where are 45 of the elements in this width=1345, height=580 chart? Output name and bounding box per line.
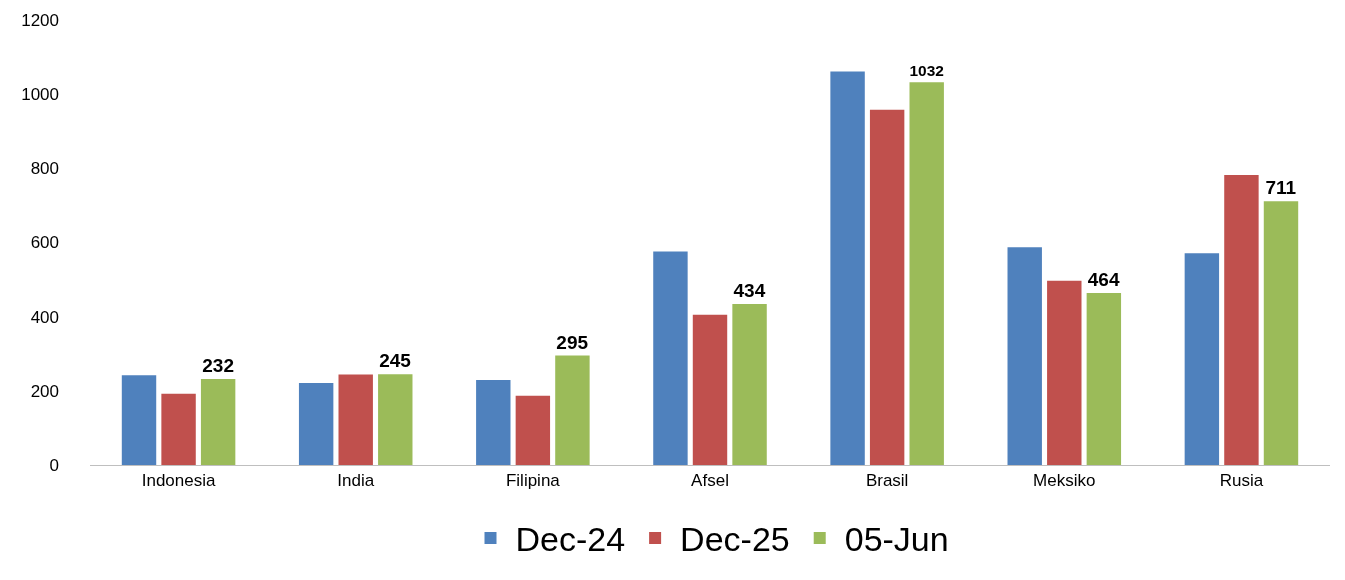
y-tick-label: 200 (30, 381, 59, 401)
bar (298, 383, 334, 465)
x-tick-label: Meksiko (1033, 471, 1096, 491)
bar (161, 393, 196, 465)
x-tick-label: Rusia (1219, 471, 1264, 491)
legend-label: 05-Jun (844, 520, 949, 559)
bar (555, 355, 590, 465)
bar (338, 374, 373, 465)
bar (1086, 292, 1122, 465)
bar (378, 374, 413, 465)
y-tick-label: 400 (30, 307, 59, 327)
x-tick-label: Indonesia (141, 471, 216, 491)
y-tick-label: 0 (49, 455, 59, 475)
bar (200, 378, 236, 465)
bar (1263, 201, 1299, 465)
data-label: 245 (379, 350, 412, 372)
bar (1047, 280, 1082, 465)
bar (1184, 253, 1220, 465)
bar (909, 82, 944, 465)
x-tick-label: Afsel (691, 471, 729, 491)
legend-label: Dec-25 (680, 520, 790, 559)
data-label: 295 (556, 331, 589, 353)
x-tick-label: Brasil (865, 471, 909, 491)
bar (869, 109, 905, 465)
y-tick-label: 600 (30, 233, 59, 253)
x-tick-label: Filipina (505, 471, 561, 491)
bar (830, 71, 865, 465)
bar (1007, 247, 1042, 465)
bar (1224, 175, 1259, 465)
bar (476, 380, 511, 465)
bar (692, 314, 728, 465)
bar (732, 304, 767, 465)
data-label: 232 (202, 354, 234, 376)
y-tick-label: 1200 (21, 10, 59, 30)
data-label: 434 (733, 280, 766, 302)
bar (515, 395, 551, 465)
y-tick-label: 1000 (21, 85, 59, 105)
data-label: 464 (1087, 268, 1120, 290)
legend-label: Dec-24 (515, 520, 626, 559)
data-label: 1032 (909, 62, 944, 80)
bar (653, 251, 688, 465)
data-label: 711 (1265, 177, 1297, 199)
x-tick-label: India (337, 471, 375, 491)
bar (121, 375, 157, 465)
y-tick-label: 800 (30, 159, 59, 179)
